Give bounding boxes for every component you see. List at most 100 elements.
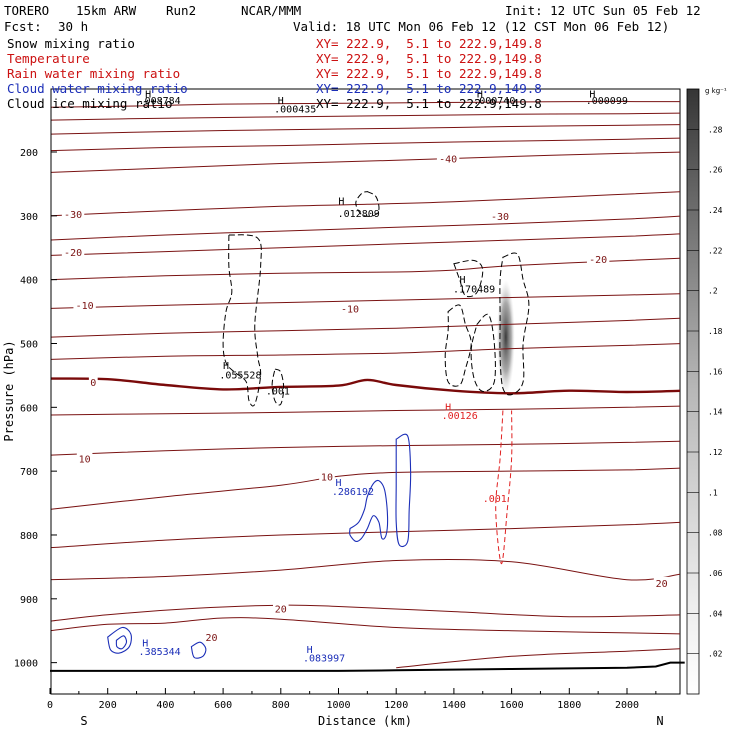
terrain-line <box>50 661 685 672</box>
snow-contour-6 <box>499 252 530 396</box>
temperature-contour-12 <box>51 377 680 395</box>
colorbar-label-7: .16 <box>708 367 723 376</box>
x-tick-label-2000: 2000 <box>615 700 639 711</box>
colorbar-ticks: .02 .04 .06 .08 .1 .12 .14 .16 .18 .2 .22 .24 .26 .28 <box>687 125 723 659</box>
snow-contour-5 <box>470 313 496 392</box>
x-tick-label-200: 200 <box>99 700 117 711</box>
extrema-annotations: H.008784 H.000435H.012809H.000740H.000099… <box>139 90 628 665</box>
valid-time: Valid: 18 UTC Mon 06 Feb 12 (12 CST Mon … <box>293 19 670 34</box>
temperature-contour-label-17-bg <box>653 576 670 588</box>
colorbar-label-2: .06 <box>708 569 723 578</box>
temperature-contour-5 <box>51 191 680 217</box>
colorbar-label-6: .14 <box>708 408 723 417</box>
y-axis-label: Pressure (hPa) <box>2 340 16 441</box>
maximum-marker-12: H <box>223 361 229 372</box>
model-resolution: 15km ARW <box>76 3 137 18</box>
colorbar-label-10: .22 <box>708 246 723 255</box>
field-cloud-water-name: Cloud water mixing ratio <box>7 81 188 96</box>
temperature-contour-label-18: 20 <box>275 604 287 615</box>
ground-line <box>50 661 685 672</box>
field-snow-name: Snow mixing ratio <box>7 36 135 51</box>
temperature-contour-label-8-bg <box>586 253 610 265</box>
colorbar-label-8: .18 <box>708 327 723 336</box>
maximum-marker-10: H <box>460 275 466 286</box>
x-tick-label-1000: 1000 <box>326 700 350 711</box>
temperature-contour-10 <box>51 317 680 338</box>
colorbar-gradient <box>686 88 700 695</box>
x-axis: 0 200 400 600 800 1000 1200 1400 1600 1800 2000 <box>47 688 680 711</box>
maximum-value-11: .170489 <box>453 284 495 295</box>
temperature-contour-7 <box>51 233 680 256</box>
temperature-contour-label-4-bg <box>436 152 460 164</box>
maximum-value-20: .385344 <box>139 647 181 658</box>
maximum-value-14: .001 <box>266 387 290 398</box>
y-tick-label-900: 900 <box>20 595 38 606</box>
temperature-contour-label-15-bg <box>319 470 335 482</box>
maximum-marker-15: H <box>445 403 451 414</box>
field-temperature-xy: XY= 222.9, 5.1 to 222.9,149.8 <box>316 51 542 66</box>
colorbar-label-11: .24 <box>708 206 723 215</box>
cloud-water-contour-3 <box>115 635 128 650</box>
temperature-contour-label-9: -10 <box>76 301 94 312</box>
x-tick-label-0: 0 <box>47 700 53 711</box>
y-tick-label-500: 500 <box>20 339 38 350</box>
temperature-contour-17 <box>51 558 680 581</box>
maximum-value-13: .055528 <box>219 371 261 382</box>
temperature-contour-label-8: -20 <box>589 255 607 266</box>
maximum-marker-17: H <box>335 478 341 489</box>
plot-area: -40 -30 -30 -20 -20 -10 -10 0 10 10 20 20 20 .001 H.… <box>50 88 685 695</box>
temperature-contour-label-19-bg <box>203 631 220 643</box>
model-name: TORERO <box>4 3 50 18</box>
cloud-water-contour-0 <box>349 479 389 543</box>
cloud-water-contour-2 <box>107 626 132 654</box>
temperature-contour-13 <box>51 405 680 416</box>
temperature-contour-9 <box>51 293 680 309</box>
temperature-contour-11 <box>51 343 680 360</box>
temperature-contour-label-6: -30 <box>491 212 509 223</box>
temperature-contour-16 <box>51 521 680 549</box>
forecast-hours: 30 h <box>58 19 89 34</box>
colorbar-label-13: .28 <box>708 125 723 134</box>
temperature-contour-label-5: -30 <box>64 210 82 221</box>
colorbar-label-9: .2 <box>708 287 718 296</box>
rain-contour-0 <box>495 410 513 565</box>
maximum-value-16: .00126 <box>442 411 478 422</box>
cloud-water-contour-4 <box>190 641 207 659</box>
field-rain-name: Rain water mixing ratio <box>7 66 181 81</box>
maximum-value-22: .083997 <box>303 653 345 664</box>
maximum-marker-6: H <box>477 90 483 101</box>
snow-contours <box>222 191 530 407</box>
maximum-value-1: .008784 <box>139 96 181 107</box>
init-time: Init: 12 UTC Sun 05 Feb 12 <box>505 3 701 18</box>
field-cloud-ice-name: Cloud ice mixing ratio <box>7 96 173 111</box>
model-org: NCAR/MMM <box>241 3 302 18</box>
colorbar-label-0: .02 <box>708 650 723 659</box>
temperature-contour-label-5-bg <box>61 207 85 219</box>
snow-contour-4 <box>444 304 472 387</box>
temperature-contour-label-7-bg <box>61 246 85 258</box>
temperature-contour-label-14-bg <box>76 452 93 464</box>
colorbar-label-1: .04 <box>708 609 723 618</box>
temperature-contour-3 <box>51 137 680 152</box>
snow-contour-3 <box>453 259 484 298</box>
x-tick-label-1600: 1600 <box>500 700 524 711</box>
cloud-water-contour-1 <box>395 433 412 548</box>
cloud-water-contours <box>107 433 412 659</box>
snow-contour-2 <box>271 368 285 406</box>
temperature-contour-15 <box>51 467 680 510</box>
colorbar-label-12: .26 <box>708 166 723 175</box>
x-tick-label-1800: 1800 <box>557 700 581 711</box>
snow-contour-1 <box>222 234 262 407</box>
maximum-marker-19: H <box>142 639 148 650</box>
y-tick-label-300: 300 <box>20 212 38 223</box>
temperature-contour-6 <box>51 215 680 241</box>
model-run: Run2 <box>166 3 197 18</box>
forecast-label: Fcst: <box>4 19 42 34</box>
temperature-contour-label-4: -40 <box>439 154 457 165</box>
y-tick-label-1000: 1000 <box>14 659 38 670</box>
maximum-value-18: .286192 <box>332 487 374 498</box>
field-snow-xy: XY= 222.9, 5.1 to 222.9,149.8 <box>316 36 542 51</box>
temperature-contour-0 <box>51 101 680 108</box>
field-rain-xy: XY= 222.9, 5.1 to 222.9,149.8 <box>316 66 542 81</box>
y-axis: 200 300 400 500 600 700 800 900 1000 <box>14 89 57 694</box>
